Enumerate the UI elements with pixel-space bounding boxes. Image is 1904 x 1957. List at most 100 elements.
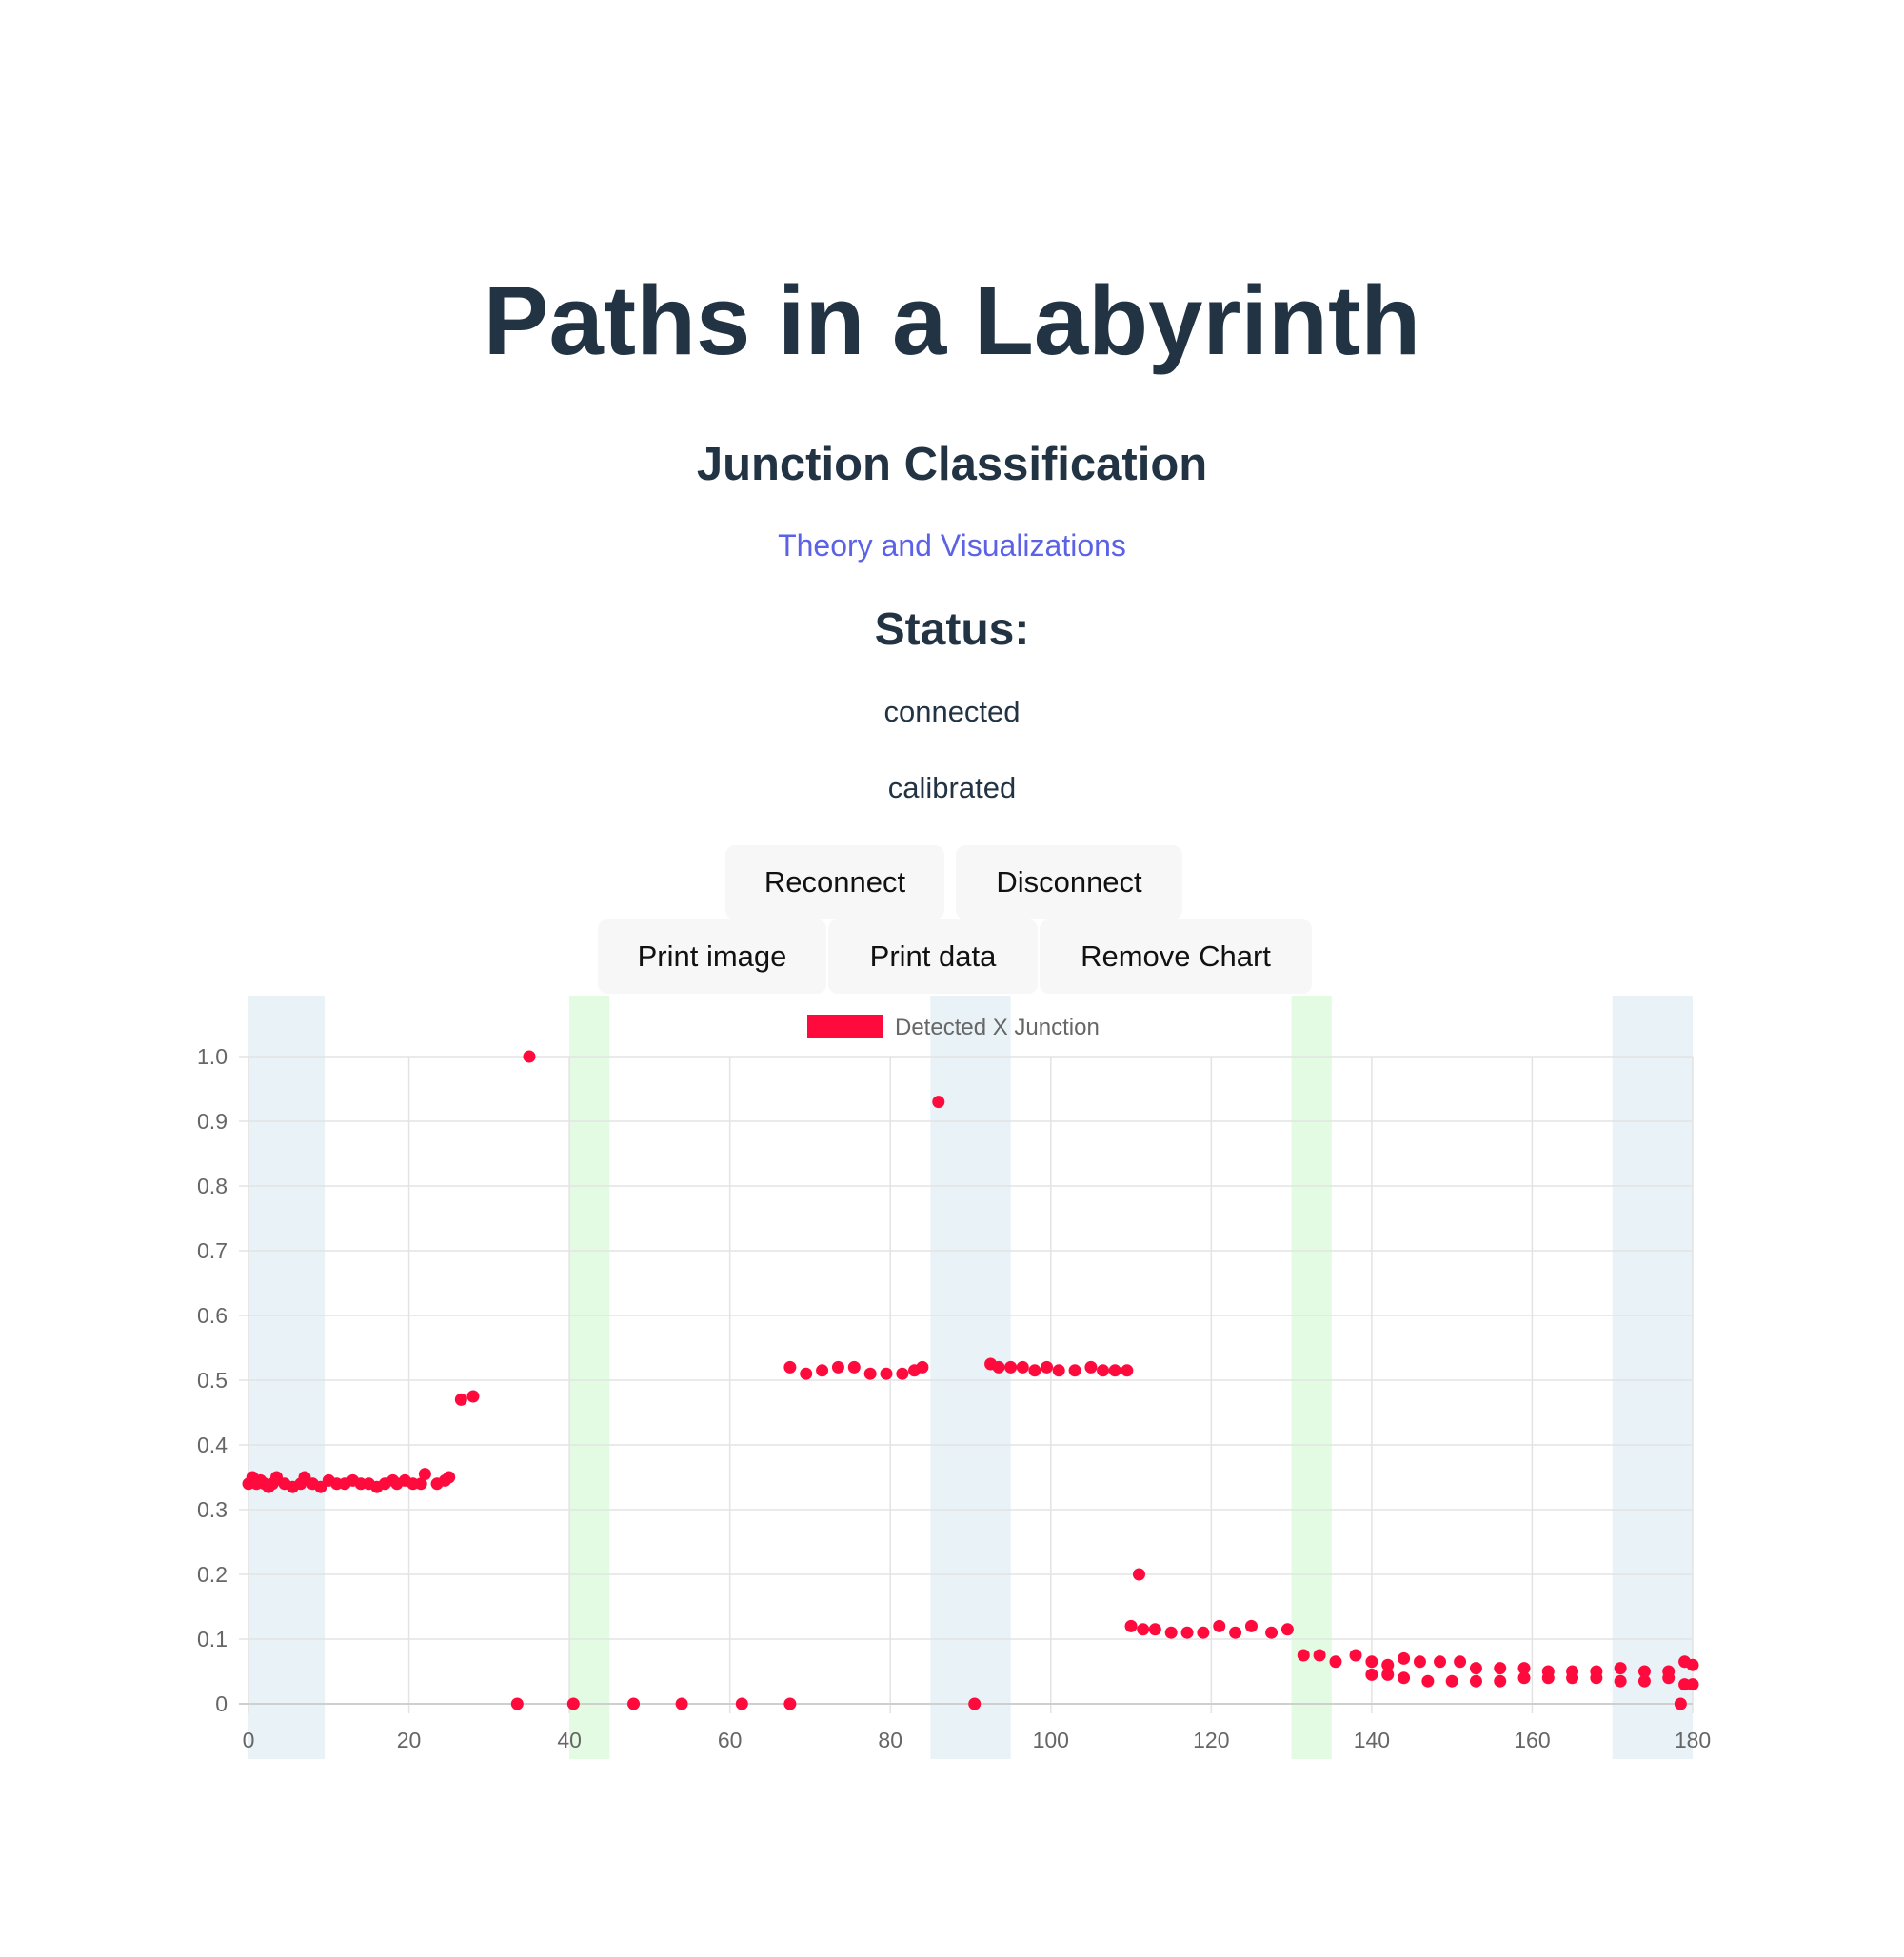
data-point[interactable] bbox=[1197, 1626, 1210, 1639]
data-point[interactable] bbox=[1566, 1671, 1579, 1685]
data-point[interactable] bbox=[1445, 1674, 1458, 1688]
data-point[interactable] bbox=[916, 1360, 929, 1374]
data-point[interactable] bbox=[1494, 1662, 1507, 1675]
data-point[interactable] bbox=[863, 1367, 877, 1380]
data-point[interactable] bbox=[1421, 1674, 1435, 1688]
data-point[interactable] bbox=[1213, 1619, 1226, 1632]
data-point[interactable] bbox=[466, 1390, 480, 1403]
data-point[interactable] bbox=[1686, 1678, 1699, 1691]
data-point[interactable] bbox=[1041, 1360, 1054, 1374]
data-point[interactable] bbox=[1084, 1360, 1098, 1374]
data-point[interactable] bbox=[735, 1697, 748, 1710]
data-point[interactable] bbox=[1614, 1674, 1627, 1688]
status-heading: Status: bbox=[874, 604, 1030, 655]
data-point[interactable] bbox=[566, 1697, 580, 1710]
data-point[interactable] bbox=[414, 1477, 427, 1491]
print-image-button[interactable]: Print image bbox=[598, 919, 826, 994]
data-point[interactable] bbox=[1313, 1649, 1326, 1662]
data-point[interactable] bbox=[1434, 1655, 1447, 1669]
data-point[interactable] bbox=[627, 1697, 641, 1710]
chart-grid bbox=[239, 1056, 1694, 1713]
data-point[interactable] bbox=[675, 1697, 688, 1710]
data-point[interactable] bbox=[1398, 1671, 1411, 1685]
data-point[interactable] bbox=[1381, 1658, 1395, 1671]
data-points[interactable] bbox=[242, 1050, 1699, 1710]
data-point[interactable] bbox=[1028, 1364, 1041, 1377]
data-point[interactable] bbox=[816, 1364, 829, 1377]
data-point[interactable] bbox=[831, 1360, 844, 1374]
data-point[interactable] bbox=[1108, 1364, 1121, 1377]
data-point[interactable] bbox=[1137, 1623, 1150, 1636]
data-point[interactable] bbox=[1121, 1364, 1134, 1377]
data-point[interactable] bbox=[1413, 1655, 1426, 1669]
data-point[interactable] bbox=[1297, 1649, 1310, 1662]
data-point[interactable] bbox=[1454, 1655, 1467, 1669]
data-point[interactable] bbox=[1180, 1626, 1194, 1639]
data-point[interactable] bbox=[992, 1360, 1005, 1374]
data-point[interactable] bbox=[523, 1050, 536, 1063]
data-point[interactable] bbox=[1674, 1697, 1687, 1710]
x-tick-label: 20 bbox=[397, 1728, 422, 1752]
data-point[interactable] bbox=[968, 1697, 982, 1710]
y-tick-label: 0.7 bbox=[197, 1238, 228, 1263]
data-point[interactable] bbox=[847, 1360, 861, 1374]
data-point[interactable] bbox=[1590, 1671, 1603, 1685]
data-point[interactable] bbox=[1686, 1658, 1699, 1671]
data-point[interactable] bbox=[1541, 1671, 1555, 1685]
data-point[interactable] bbox=[880, 1367, 893, 1380]
junction-scatter-chart[interactable]: 0 20 40 60 80 100 120 140 160 180 0 0.1 0.2 0.3 0.4 0.5… bbox=[0, 990, 1904, 1770]
data-point[interactable] bbox=[418, 1468, 431, 1481]
data-point[interactable] bbox=[1052, 1364, 1065, 1377]
data-point[interactable] bbox=[1469, 1674, 1482, 1688]
print-data-button[interactable]: Print data bbox=[828, 919, 1038, 994]
data-point[interactable] bbox=[1517, 1671, 1531, 1685]
data-point[interactable] bbox=[1004, 1360, 1018, 1374]
page-subtitle: Junction Classification bbox=[696, 439, 1208, 490]
data-point[interactable] bbox=[1365, 1668, 1378, 1681]
data-point[interactable] bbox=[1381, 1668, 1395, 1681]
data-point[interactable] bbox=[1265, 1626, 1279, 1639]
data-point[interactable] bbox=[1244, 1619, 1258, 1632]
data-point[interactable] bbox=[1132, 1568, 1145, 1581]
legend-swatch bbox=[807, 1015, 883, 1038]
theory-link[interactable]: Theory and Visualizations bbox=[778, 528, 1126, 563]
axis-ticks: 0 20 40 60 80 100 120 140 160 180 0 0.1 0.2 0.3 0.4 0.5… bbox=[197, 1044, 1711, 1752]
data-point[interactable] bbox=[1365, 1655, 1378, 1669]
data-point[interactable] bbox=[1637, 1674, 1651, 1688]
data-point[interactable] bbox=[1097, 1364, 1110, 1377]
data-point[interactable] bbox=[454, 1393, 467, 1406]
data-point[interactable] bbox=[783, 1360, 797, 1374]
y-tick-label: 0.3 bbox=[197, 1497, 228, 1522]
highlight-band-4 bbox=[1612, 996, 1693, 1759]
y-tick-label: 0.6 bbox=[197, 1303, 228, 1328]
data-point[interactable] bbox=[1068, 1364, 1081, 1377]
data-point[interactable] bbox=[510, 1697, 524, 1710]
x-tick-label: 80 bbox=[878, 1728, 902, 1752]
data-point[interactable] bbox=[443, 1471, 456, 1484]
reconnect-button[interactable]: Reconnect bbox=[725, 845, 944, 919]
data-point[interactable] bbox=[1124, 1619, 1138, 1632]
data-point[interactable] bbox=[800, 1367, 813, 1380]
data-point[interactable] bbox=[1494, 1674, 1507, 1688]
disconnect-button[interactable]: Disconnect bbox=[956, 845, 1182, 919]
data-point[interactable] bbox=[896, 1367, 909, 1380]
data-point[interactable] bbox=[1329, 1655, 1342, 1669]
data-point[interactable] bbox=[1164, 1626, 1178, 1639]
y-tick-label: 0.1 bbox=[197, 1627, 228, 1651]
chart-legend[interactable]: Detected X Junction bbox=[807, 1015, 1100, 1040]
data-point[interactable] bbox=[1662, 1671, 1676, 1685]
data-point[interactable] bbox=[1469, 1662, 1482, 1675]
data-point[interactable] bbox=[1398, 1651, 1411, 1665]
data-point[interactable] bbox=[1280, 1623, 1294, 1636]
data-point[interactable] bbox=[1148, 1623, 1161, 1636]
remove-chart-button[interactable]: Remove Chart bbox=[1040, 919, 1312, 994]
data-point[interactable] bbox=[1517, 1662, 1531, 1675]
data-point[interactable] bbox=[1349, 1649, 1362, 1662]
x-tick-label: 100 bbox=[1033, 1728, 1069, 1752]
data-point[interactable] bbox=[1614, 1662, 1627, 1675]
data-point[interactable] bbox=[783, 1697, 797, 1710]
data-point[interactable] bbox=[1016, 1360, 1029, 1374]
data-point[interactable] bbox=[932, 1096, 945, 1109]
data-point[interactable] bbox=[1637, 1665, 1651, 1678]
data-point[interactable] bbox=[1229, 1626, 1242, 1639]
